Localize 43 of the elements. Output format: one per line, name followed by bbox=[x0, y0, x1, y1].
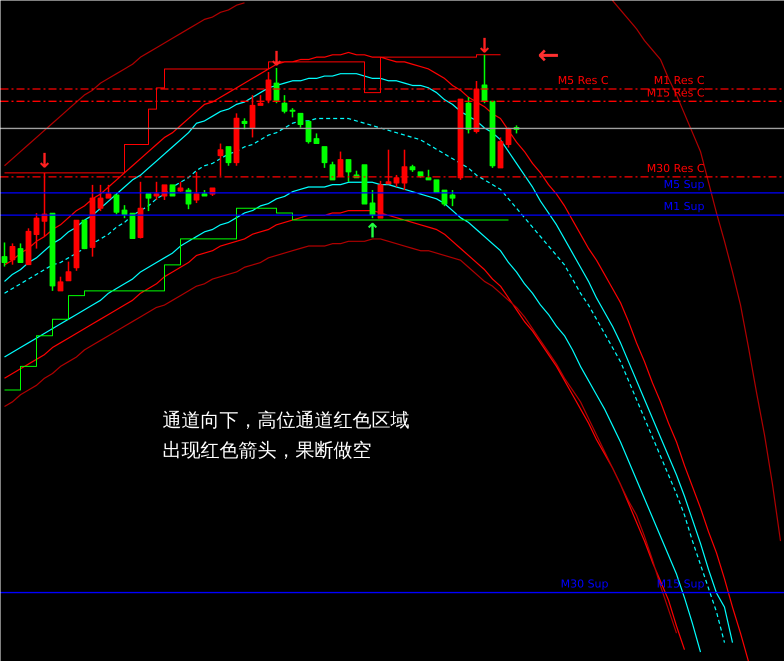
ref-line-label: M30 Res C bbox=[646, 162, 705, 175]
candlestick bbox=[122, 204, 128, 219]
annotation: ← bbox=[538, 40, 560, 70]
candlestick bbox=[2, 242, 8, 268]
candlestick bbox=[58, 276, 64, 292]
candlestick bbox=[330, 160, 336, 181]
candlestick bbox=[274, 67, 280, 104]
text: 通道向下，高位通道红色区域 bbox=[162, 410, 410, 432]
candlestick bbox=[10, 242, 16, 266]
annotation: M5 Res C bbox=[558, 74, 609, 88]
candlestick bbox=[242, 118, 248, 130]
candlestick bbox=[322, 146, 328, 169]
ref-line-label: M5 Sup bbox=[664, 178, 705, 191]
candlestick bbox=[282, 94, 288, 114]
candlestick bbox=[34, 212, 40, 250]
candlestick bbox=[98, 184, 104, 212]
candlestick bbox=[162, 184, 168, 201]
text: 出现红色箭头，果断做空 bbox=[162, 440, 372, 462]
candlestick bbox=[226, 146, 232, 166]
candlestick bbox=[442, 189, 448, 207]
candlestick bbox=[482, 54, 488, 104]
candlestick bbox=[506, 126, 512, 148]
candlestick bbox=[178, 181, 184, 193]
annotation: ↑ bbox=[364, 218, 381, 242]
candlestick bbox=[18, 242, 24, 264]
candlestick bbox=[114, 194, 120, 215]
annotation: M30 Sup bbox=[560, 578, 609, 591]
candlestick bbox=[306, 120, 312, 144]
candlestick bbox=[450, 189, 456, 207]
candlestick bbox=[434, 179, 440, 194]
candlestick bbox=[66, 260, 72, 282]
candlestick bbox=[146, 193, 152, 212]
candlestick bbox=[154, 181, 160, 201]
candlestick bbox=[106, 184, 112, 199]
ref-line-label: M1 Res C bbox=[654, 74, 705, 88]
candlestick bbox=[346, 158, 352, 183]
candlestick bbox=[426, 169, 432, 181]
annotation: ↓ bbox=[36, 148, 53, 172]
candlestick bbox=[298, 112, 304, 128]
annotation: ↓ bbox=[476, 34, 493, 58]
candlestick bbox=[186, 187, 192, 210]
candlestick bbox=[314, 132, 320, 144]
ref-line-label: M1 Sup bbox=[664, 200, 705, 214]
